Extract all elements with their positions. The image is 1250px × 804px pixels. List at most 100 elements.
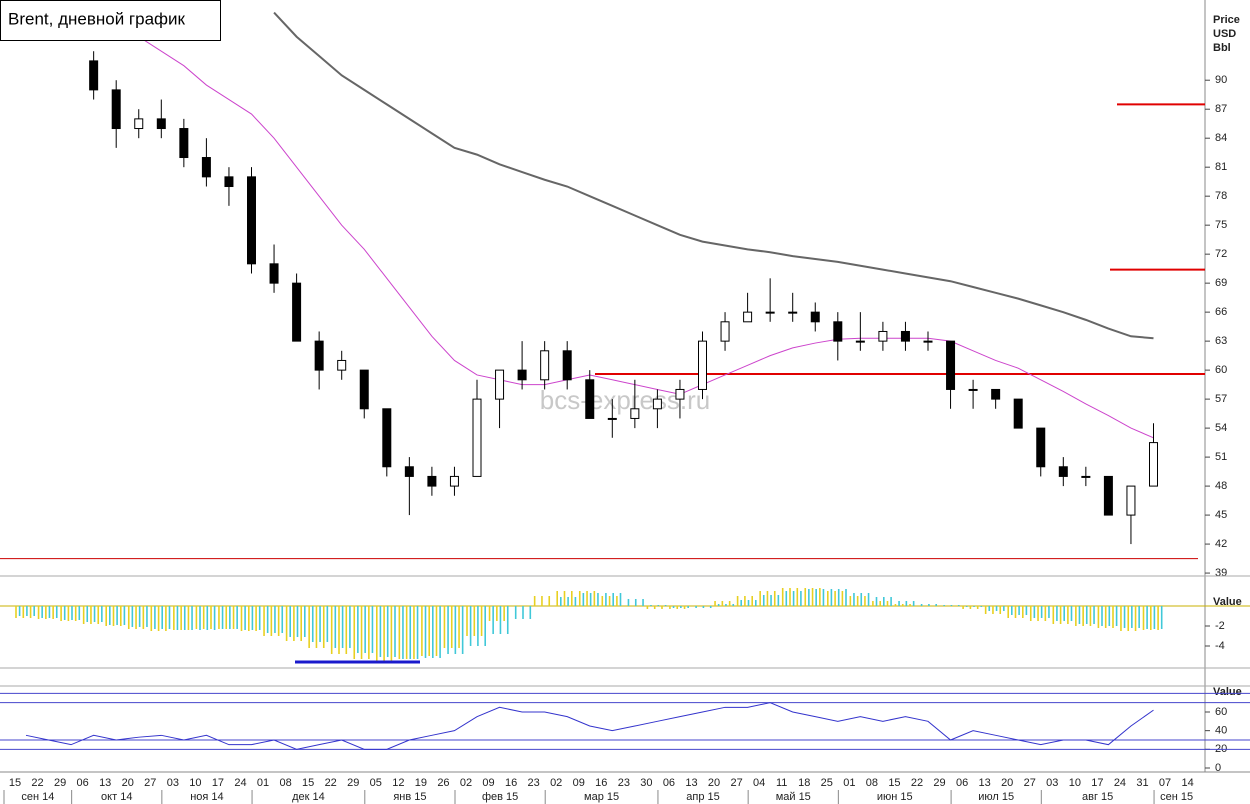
y-tick-label: 69 [1215, 277, 1227, 289]
x-tick-label: 29 [347, 777, 359, 789]
x-tick-label: 13 [979, 777, 991, 789]
x-tick-label: 22 [911, 777, 923, 789]
y-axis-label: Price [1213, 14, 1240, 26]
candle-body [111, 89, 121, 130]
candle-body [810, 311, 820, 323]
month-label: июн 15 [877, 791, 913, 803]
x-tick-label: 13 [685, 777, 697, 789]
month-label: май 15 [776, 791, 811, 803]
candle-body [179, 128, 189, 159]
x-tick-label: 22 [31, 777, 43, 789]
moving-average [138, 36, 1154, 439]
y-tick-label: 90 [1215, 74, 1227, 86]
x-tick-label: 08 [866, 777, 878, 789]
y-tick-label: 51 [1215, 451, 1227, 463]
candle-body [788, 311, 798, 314]
x-tick-label: 31 [1136, 777, 1148, 789]
candle-body [900, 330, 910, 342]
candle-body [1013, 398, 1023, 429]
x-tick-label: 02 [460, 777, 472, 789]
x-tick-label: 20 [122, 777, 134, 789]
x-tick-label: 29 [54, 777, 66, 789]
x-tick-label: 05 [370, 777, 382, 789]
candle-body [247, 176, 256, 265]
x-tick-label: 01 [257, 777, 269, 789]
x-tick-label: 15 [888, 777, 900, 789]
candle-body [382, 408, 392, 468]
y-tick-label: 42 [1215, 538, 1227, 550]
y-tick-label: 66 [1215, 306, 1227, 318]
x-tick-label: 10 [189, 777, 201, 789]
x-tick-label: 27 [144, 777, 156, 789]
y-tick-label: -2 [1215, 620, 1225, 632]
x-tick-label: 14 [1181, 777, 1193, 789]
month-label: сен 15 [1160, 791, 1193, 803]
candle-body [89, 60, 99, 91]
month-label: окт 14 [101, 791, 132, 803]
y-tick-label: 57 [1215, 393, 1227, 405]
x-tick-label: 19 [415, 777, 427, 789]
candle-body [517, 369, 527, 381]
candle-body [427, 475, 437, 487]
x-tick-label: 12 [392, 777, 404, 789]
month-label: авг 15 [1082, 791, 1113, 803]
x-tick-label: 27 [1024, 777, 1036, 789]
y-tick-label: 72 [1215, 248, 1227, 260]
candle-body [156, 118, 166, 130]
month-label: дек 14 [292, 791, 325, 803]
candle-body [404, 466, 414, 477]
candle-body [359, 369, 369, 410]
y-axis-label: Value [1213, 686, 1242, 698]
candle-body [743, 311, 753, 323]
x-tick-label: 16 [505, 777, 517, 789]
y-tick-label: 60 [1215, 364, 1227, 376]
x-tick-label: 06 [663, 777, 675, 789]
candle-body [134, 118, 144, 130]
y-tick-label: 48 [1215, 480, 1227, 492]
x-tick-label: 09 [573, 777, 585, 789]
candle-body [224, 176, 234, 188]
candle-body [698, 340, 707, 390]
month-label: ноя 14 [190, 791, 223, 803]
candle-body [946, 340, 956, 390]
x-tick-label: 27 [730, 777, 742, 789]
candle-body [1149, 442, 1158, 487]
y-tick-label: 40 [1215, 725, 1227, 737]
candle-body [1126, 485, 1136, 516]
candle-body [292, 282, 302, 342]
candle-body [495, 369, 505, 400]
candle-body [968, 388, 978, 391]
candle-body [765, 311, 775, 314]
x-tick-label: 13 [99, 777, 111, 789]
x-tick-label: 10 [1069, 777, 1081, 789]
month-label: мар 15 [584, 791, 619, 803]
candle-body [923, 340, 933, 343]
x-tick-label: 04 [753, 777, 765, 789]
y-tick-label: 78 [1215, 190, 1227, 202]
candle-body [1103, 475, 1113, 516]
candle-body [337, 359, 347, 371]
candle-body [1058, 466, 1068, 477]
y-tick-label: 39 [1215, 567, 1227, 579]
y-tick-label: 81 [1215, 161, 1227, 173]
month-label: июл 15 [978, 791, 1014, 803]
title-box [0, 0, 221, 41]
candle-body [449, 475, 459, 487]
x-tick-label: 20 [708, 777, 720, 789]
x-tick-label: 22 [325, 777, 337, 789]
candle-body [269, 263, 279, 284]
candle-body [1081, 475, 1091, 478]
candle-body [652, 398, 662, 410]
x-tick-label: 29 [933, 777, 945, 789]
x-tick-label: 17 [212, 777, 224, 789]
x-tick-label: 01 [843, 777, 855, 789]
x-tick-label: 25 [821, 777, 833, 789]
month-label: фев 15 [482, 791, 518, 803]
chart-title: Brent, дневной график [8, 9, 186, 28]
y-tick-label: 84 [1215, 132, 1227, 144]
x-tick-label: 17 [1091, 777, 1103, 789]
candle-body [833, 321, 843, 342]
candle-body [855, 340, 865, 343]
month-label: сен 14 [21, 791, 54, 803]
